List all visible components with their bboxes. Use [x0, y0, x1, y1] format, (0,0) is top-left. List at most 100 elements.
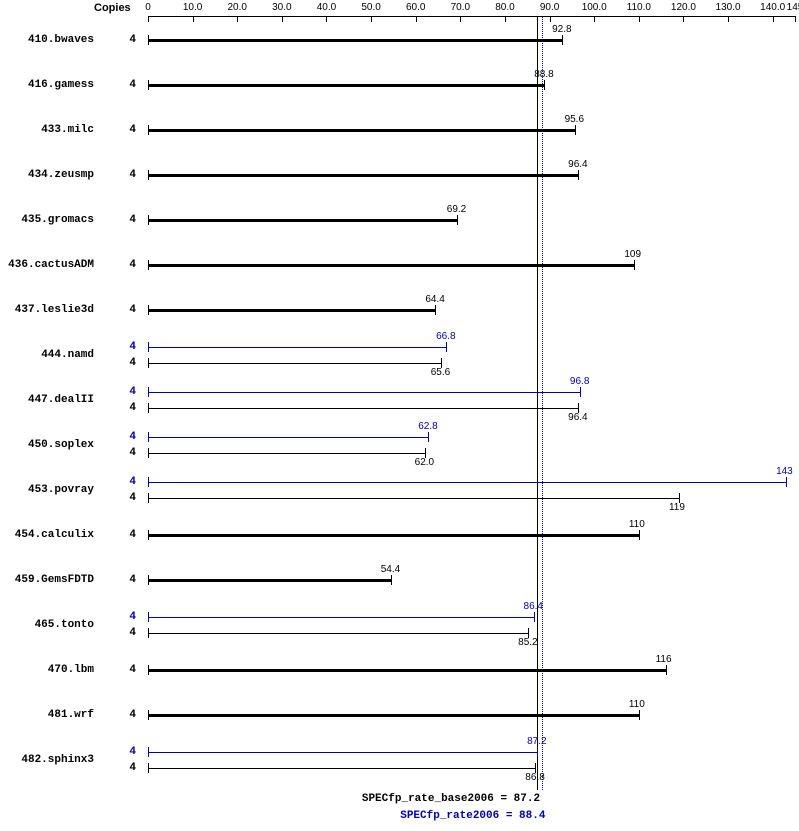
base-bar: [148, 669, 666, 672]
benchmark-name: 410.bwaves: [4, 34, 94, 46]
benchmark-name: 459.GemsFDTD: [4, 574, 94, 586]
peak-bar: [148, 482, 786, 483]
copies-value-base: 4: [116, 357, 136, 369]
base-bar: [148, 129, 575, 132]
copies-value: 4: [116, 34, 136, 46]
peak-value-label: 66.8: [436, 331, 455, 342]
peak-bar: [148, 617, 534, 618]
axis-label: 120.0: [671, 2, 696, 13]
benchmark-name: 481.wrf: [4, 709, 94, 721]
copies-value-peak: 4: [116, 611, 136, 623]
copies-value-base: 4: [116, 762, 136, 774]
peak-bar-cap: [446, 342, 447, 352]
peak-bar: [148, 752, 537, 753]
benchmark-name: 470.lbm: [4, 664, 94, 676]
base-bar: [148, 174, 578, 177]
reference-label: SPECfp_rate2006 = 88.4: [400, 810, 545, 822]
base-bar-cap: [435, 305, 436, 315]
base-bar-cap: [391, 575, 392, 585]
peak-value-label: 86.4: [524, 601, 543, 612]
reference-label: SPECfp_rate_base2006 = 87.2: [362, 793, 540, 805]
axis-tick: [505, 16, 506, 22]
axis-label: 10.0: [183, 2, 202, 13]
base-bar: [148, 453, 425, 454]
base-value-label: 65.6: [431, 367, 450, 378]
peak-value-label: 96.8: [570, 376, 589, 387]
base-bar: [148, 408, 578, 409]
benchmark-name: 433.milc: [4, 124, 94, 136]
copies-value-peak: 4: [116, 431, 136, 443]
base-bar-cap: [575, 125, 576, 135]
copies-value: 4: [116, 259, 136, 271]
benchmark-name: 450.soplex: [4, 439, 94, 451]
peak-bar-cap: [580, 387, 581, 397]
base-value-label: 109: [624, 249, 641, 260]
axis-tick: [237, 16, 238, 22]
copies-value: 4: [116, 79, 136, 91]
axis-label: 40.0: [317, 2, 336, 13]
copies-value-peak: 4: [116, 341, 136, 353]
base-bar-cap: [634, 260, 635, 270]
base-bar: [148, 309, 435, 312]
peak-value-label: 143: [776, 466, 793, 477]
axis-tick: [460, 16, 461, 22]
copies-value: 4: [116, 709, 136, 721]
base-value-label: 64.4: [425, 294, 444, 305]
copies-value: 4: [116, 529, 136, 541]
axis-tick-end: [795, 16, 796, 22]
peak-bar-cap: [428, 432, 429, 442]
copies-value: 4: [116, 214, 136, 226]
peak-bar-cap: [786, 477, 787, 487]
axis-tick: [550, 16, 551, 22]
axis-tick: [639, 16, 640, 22]
base-bar: [148, 219, 457, 222]
axis-tick: [193, 16, 194, 22]
base-value-label: 96.4: [568, 159, 587, 170]
base-value-label: 88.8: [534, 69, 553, 80]
base-value-label: 62.0: [415, 457, 434, 468]
base-bar: [148, 768, 535, 769]
copies-value: 4: [116, 574, 136, 586]
copies-value-base: 4: [116, 627, 136, 639]
base-bar: [148, 579, 391, 582]
axis-tick: [773, 16, 774, 22]
axis-label: 0: [145, 2, 151, 13]
base-value-label: 119: [669, 502, 685, 513]
base-value-label: 69.2: [447, 204, 466, 215]
benchmark-name: 447.dealII: [4, 394, 94, 406]
axis-tick: [282, 16, 283, 22]
axis-tick: [416, 16, 417, 22]
benchmark-name: 453.povray: [4, 484, 94, 496]
base-bar: [148, 633, 528, 634]
axis-label: 80.0: [495, 2, 514, 13]
copies-value: 4: [116, 664, 136, 676]
copies-value: 4: [116, 304, 136, 316]
axis-tick: [683, 16, 684, 22]
base-bar: [148, 39, 562, 42]
base-bar: [148, 264, 634, 267]
base-bar-cap: [544, 80, 545, 90]
axis-label: 100.0: [582, 2, 607, 13]
axis-label: 140.0: [760, 2, 785, 13]
axis-label: 30.0: [272, 2, 291, 13]
benchmark-name: 444.namd: [4, 349, 94, 361]
base-value-label: 96.4: [568, 412, 587, 423]
copies-value-base: 4: [116, 447, 136, 459]
copies-value-peak: 4: [116, 746, 136, 758]
base-bar-cap: [578, 170, 579, 180]
peak-bar-cap: [534, 612, 535, 622]
axis-label: 20.0: [228, 2, 247, 13]
base-bar-cap: [666, 665, 667, 675]
axis-tick: [728, 16, 729, 22]
axis-label: 60.0: [406, 2, 425, 13]
copies-value-base: 4: [116, 492, 136, 504]
peak-value-label: 87.2: [527, 736, 546, 747]
base-bar-cap: [562, 35, 563, 45]
copies-value: 4: [116, 124, 136, 136]
axis-label: 70.0: [451, 2, 470, 13]
benchmark-name: 454.calculix: [4, 529, 94, 541]
benchmark-name: 416.gamess: [4, 79, 94, 91]
base-bar: [148, 363, 441, 364]
benchmark-name: 465.tonto: [4, 619, 94, 631]
base-value-label: 54.4: [381, 564, 400, 575]
